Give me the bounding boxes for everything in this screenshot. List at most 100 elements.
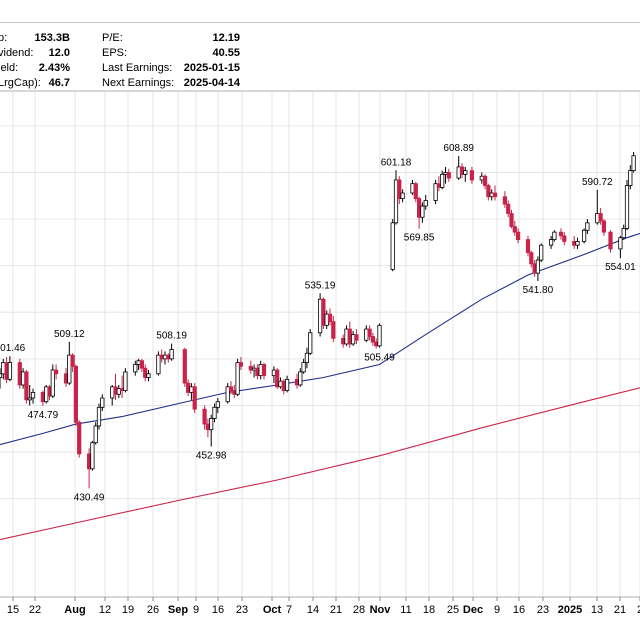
- candle-down: [492, 185, 498, 201]
- candle-up: [1, 358, 6, 380]
- candle-down: [529, 250, 534, 268]
- candle-down: [275, 368, 280, 389]
- candle-down: [598, 207, 603, 225]
- stat-market-cap-value: 153.3B: [34, 32, 70, 44]
- candle-up: [456, 155, 461, 180]
- x-tick-label: 9: [494, 604, 500, 616]
- candle-body: [321, 298, 326, 326]
- candle-down: [17, 358, 22, 389]
- candle-body: [516, 231, 521, 240]
- candle-up: [258, 360, 263, 380]
- candle-down: [525, 235, 531, 257]
- candle-body: [489, 192, 494, 198]
- candle-body: [185, 382, 191, 393]
- candle-body: [146, 373, 151, 378]
- candle-up: [479, 172, 484, 184]
- candle-body: [459, 166, 465, 175]
- candle-body: [410, 183, 415, 194]
- candle-body: [535, 259, 541, 274]
- candle-up: [423, 194, 428, 210]
- candle-up: [156, 351, 161, 376]
- candle-down: [558, 228, 564, 240]
- candle-body: [529, 252, 534, 265]
- candle-down: [24, 370, 29, 404]
- candle-up: [0, 368, 3, 389]
- candle-up: [215, 398, 220, 413]
- candle-body: [558, 231, 564, 237]
- candle-up: [116, 384, 121, 398]
- candle-body: [232, 390, 237, 395]
- price-labels: 501.46 474.79 509.12 430.49 508.19 452.98 535.…: [0, 143, 636, 503]
- candle-body: [562, 235, 567, 242]
- candle-body: [423, 200, 428, 207]
- price-annotation: 569.85: [404, 233, 435, 244]
- candle-body: [30, 392, 36, 399]
- candle-body: [116, 388, 121, 395]
- candle-down: [347, 321, 352, 348]
- candle-body: [162, 354, 168, 360]
- candle-down: [516, 228, 521, 244]
- candle-body: [212, 406, 217, 419]
- candle-body: [433, 183, 438, 201]
- candle-up: [621, 224, 626, 240]
- x-tick-label: 18: [423, 604, 435, 616]
- x-tick-label: 2: [637, 604, 640, 616]
- long-moving-average-line: [0, 387, 640, 541]
- candle-body: [364, 328, 369, 341]
- candle-up: [390, 219, 395, 272]
- stats-panel: p: 153.3B vidend: 12.0 ield: 2.43% LrgCa…: [0, 31, 640, 91]
- candle-down: [232, 384, 237, 398]
- candle-body: [166, 354, 171, 360]
- candle-down: [54, 364, 59, 380]
- candle-up: [552, 230, 557, 242]
- candle-body: [572, 241, 577, 246]
- candle-up: [50, 364, 55, 398]
- candle-up: [549, 235, 554, 249]
- candle-down: [166, 353, 171, 363]
- candle-body: [539, 244, 544, 261]
- candle-body: [367, 328, 372, 337]
- x-tick-label: 15: [7, 604, 19, 616]
- candle-body: [202, 408, 207, 425]
- x-tick-label: 14: [307, 604, 319, 616]
- candle-body: [20, 371, 26, 386]
- candle-down: [608, 230, 613, 253]
- candle-up: [235, 358, 240, 397]
- candle-body: [275, 369, 280, 388]
- candle-body: [456, 166, 461, 179]
- x-tick-label: 25: [447, 604, 459, 616]
- candle-up: [169, 343, 174, 361]
- candle-body: [506, 203, 511, 214]
- x-tick-label: Nov: [370, 604, 392, 616]
- stat-yield-value: 2.43%: [38, 62, 70, 74]
- candle-body: [525, 239, 531, 254]
- candle-body: [575, 241, 580, 246]
- candle-body: [492, 192, 498, 198]
- candle-up: [133, 360, 138, 376]
- candle-up: [364, 325, 369, 343]
- candle-down: [202, 405, 207, 430]
- candle-body: [631, 155, 636, 172]
- candle-body: [284, 378, 290, 391]
- candle-up: [67, 341, 72, 385]
- candle-body: [96, 406, 102, 427]
- candle-down: [354, 329, 359, 344]
- price-annotation: 430.49: [74, 492, 105, 503]
- candle-up: [618, 235, 623, 259]
- candle-body: [7, 362, 12, 380]
- candle-body: [110, 386, 115, 399]
- candle-body: [0, 373, 3, 378]
- candle-body: [440, 173, 445, 188]
- stat-yield-label: ield:: [0, 62, 19, 74]
- candle-body: [123, 371, 128, 391]
- candle-up: [90, 440, 95, 471]
- price-annotation: 608.89: [443, 143, 474, 154]
- candle-body: [67, 354, 72, 384]
- candle-body: [24, 371, 29, 401]
- candle-body: [251, 367, 257, 371]
- stat-next-earnings-label: Next Earnings:: [102, 77, 175, 89]
- candle-body: [225, 386, 230, 403]
- candle-up: [284, 375, 290, 393]
- stat-pe-label: P/E:: [102, 32, 123, 44]
- candle-body: [50, 369, 55, 397]
